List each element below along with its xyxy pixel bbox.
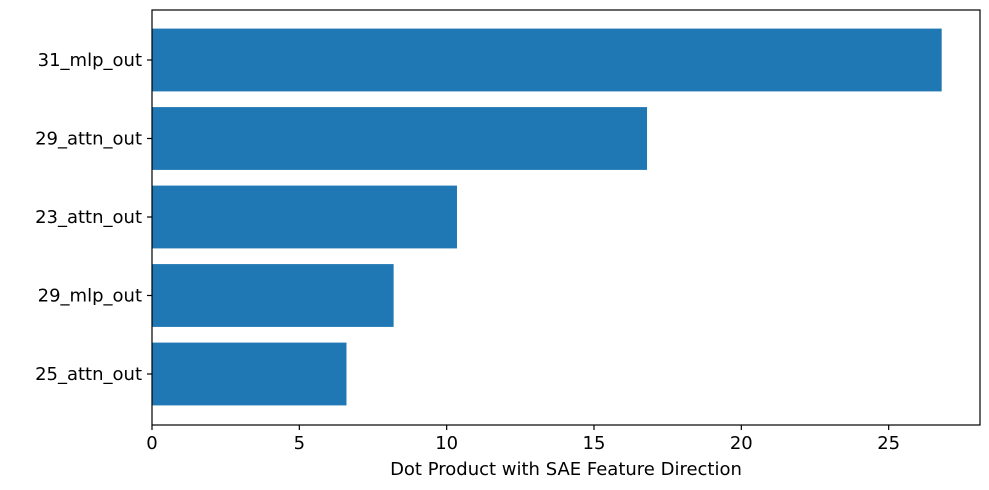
x-axis-label: Dot Product with SAE Feature Direction — [390, 459, 742, 480]
bar-31_mlp_out — [152, 28, 942, 92]
y-ticks-group: 31_mlp_out 29_attn_out 23_attn_out 29_mlp_o… — [35, 50, 152, 385]
bars-group — [152, 28, 942, 406]
y-tick-label: 25_attn_out — [35, 364, 142, 385]
bar-29_attn_out — [152, 107, 648, 170]
y-tick-label: 23_attn_out — [35, 207, 142, 228]
bar-25_attn_out — [152, 342, 347, 406]
y-tick-label: 29_mlp_out — [38, 286, 142, 307]
x-tick-label: 10 — [435, 433, 458, 454]
bar-23_attn_out — [152, 185, 457, 249]
x-tick-label: 15 — [583, 433, 606, 454]
x-tick-label: 5 — [294, 433, 305, 454]
x-ticks-group: 0 5 10 15 20 25 — [146, 425, 900, 454]
x-tick-label: 20 — [730, 433, 753, 454]
x-tick-label: 25 — [877, 433, 900, 454]
y-tick-label: 29_attn_out — [35, 129, 142, 150]
x-tick-label: 0 — [146, 433, 157, 454]
bar-29_mlp_out — [152, 264, 394, 327]
y-tick-label: 31_mlp_out — [38, 50, 142, 71]
